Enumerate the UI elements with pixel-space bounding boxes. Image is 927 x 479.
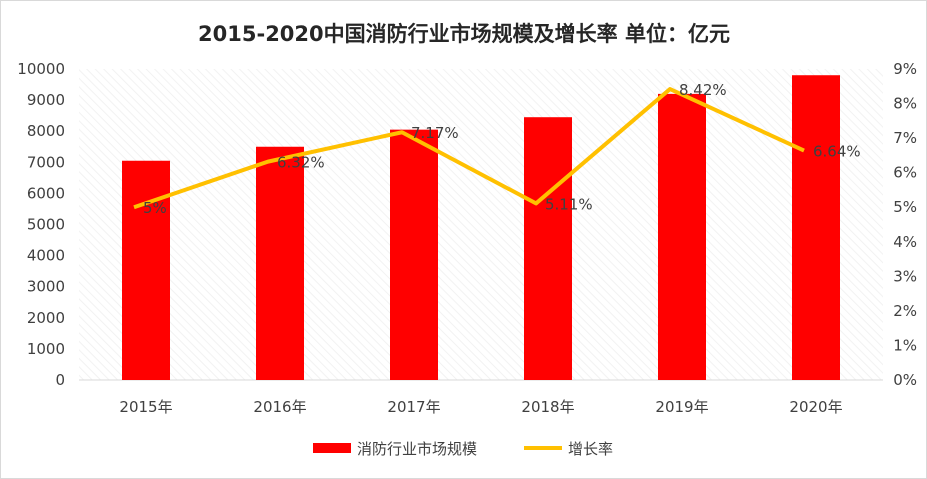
right-axis-tick-label: 0% (893, 371, 917, 389)
line-series: 5% 6.32% 7.17% 5.11% 8.42% 6.64% (133, 81, 861, 217)
left-axis-tick-label: 4000 (27, 247, 65, 265)
category-label: 2017年 (387, 398, 440, 416)
data-label: 5.11% (545, 195, 593, 213)
x-axis: 2015年 2016年 2017年 2018年 2019年 2020年 (119, 398, 842, 416)
left-axis-tick-label: 10000 (17, 60, 65, 78)
bar-series (122, 75, 840, 380)
category-label: 2016年 (253, 398, 306, 416)
legend-label: 增长率 (568, 440, 613, 458)
bar (524, 117, 572, 380)
legend-label: 消防行业市场规模 (357, 440, 477, 458)
right-axis-tick-label: 8% (893, 95, 917, 113)
growth-rate-line (133, 87, 805, 210)
left-axis-tick-label: 6000 (27, 184, 65, 202)
bar (658, 93, 706, 380)
category-label: 2015年 (119, 398, 172, 416)
data-label: 5% (143, 199, 167, 217)
right-axis-tick-label: 6% (893, 164, 917, 182)
left-axis-tick-label: 1000 (27, 340, 65, 358)
right-axis-tick-label: 1% (893, 336, 917, 354)
bar (122, 160, 170, 380)
data-label: 8.42% (679, 81, 727, 99)
legend: 消防行业市场规模 增长率 (313, 440, 613, 458)
left-axis-tick-label: 3000 (27, 278, 65, 296)
category-label: 2019年 (655, 398, 708, 416)
right-axis-tick-label: 5% (893, 198, 917, 216)
left-axis: 0 1000 2000 3000 4000 5000 6000 7000 8000 9000 100… (17, 60, 65, 389)
bar (256, 146, 304, 380)
left-axis-tick-label: 8000 (27, 122, 65, 140)
legend-swatch-bar (313, 443, 351, 453)
left-axis-tick-label: 5000 (27, 216, 65, 234)
bar (792, 75, 840, 380)
plot-area-background (79, 69, 883, 380)
left-axis-tick-label: 7000 (27, 153, 65, 171)
bar (390, 129, 438, 380)
right-axis-tick-label: 9% (893, 60, 917, 78)
left-axis-tick-label: 0 (55, 371, 65, 389)
data-label: 6.64% (813, 143, 861, 161)
right-axis-tick-label: 2% (893, 302, 917, 320)
right-axis: 0% 1% 2% 3% 4% 5% 6% 7% 8% 9% (893, 60, 917, 389)
category-label: 2018年 (521, 398, 574, 416)
chart-title: 2015-2020中国消防行业市场规模及增长率 单位：亿元 (198, 22, 730, 46)
data-label: 6.32% (277, 154, 325, 172)
category-label: 2020年 (789, 398, 842, 416)
right-axis-tick-label: 7% (893, 129, 917, 147)
data-label: 7.17% (411, 124, 459, 142)
right-axis-tick-label: 3% (893, 267, 917, 285)
right-axis-tick-label: 4% (893, 233, 917, 251)
left-axis-tick-label: 9000 (27, 91, 65, 109)
left-axis-tick-label: 2000 (27, 309, 65, 327)
